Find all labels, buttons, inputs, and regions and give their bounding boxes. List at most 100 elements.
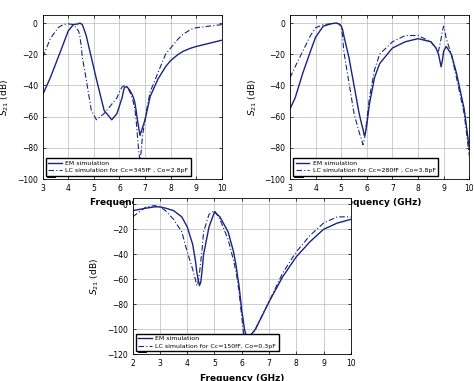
EM simulation [197,283,202,288]
LC simulation for Cc=345fF , Co=2.8pF [219,22,225,27]
LC simulation for Cc=345fF , Co=2.8pF [109,102,115,106]
LC simulation for Cc=280fF , Co=3.8pF [439,29,445,33]
EM simulation [200,267,205,272]
EM simulation [448,52,454,56]
EM simulation [194,270,200,274]
EM simulation [129,93,135,97]
LC simulation for Cc=345fF , Co=2.8pF [133,117,139,122]
LC simulation for Cc=345fF , Co=2.8pF [101,111,107,116]
EM simulation [179,215,184,219]
EM simulation [239,308,245,313]
EM simulation [236,283,242,288]
LC simulation for Cc=280fF , Co=3.8pF [346,80,352,85]
EM simulation [363,130,368,134]
EM simulation [235,275,240,279]
EM simulation [198,280,204,284]
LC simulation for Cc=280fF , Co=3.8pF [300,49,306,53]
LC simulation for Cc=150fF, Co=0.3pF [235,280,240,284]
LC simulation for Cc=345fF , Co=2.8pF [129,96,135,100]
LC simulation for Cc=150fF, Co=0.3pF [144,205,149,209]
EM simulation [184,224,190,229]
EM simulation [240,317,246,322]
EM simulation [89,55,94,60]
LC simulation for Cc=345fF , Co=2.8pF [93,117,99,122]
LC simulation for Cc=345fF , Co=2.8pF [142,117,148,122]
EM simulation [219,38,225,43]
LC simulation for Cc=150fF, Co=0.3pF [152,203,157,208]
LC simulation for Cc=280fF , Co=3.8pF [359,138,365,142]
EM simulation [120,90,126,94]
EM simulation [152,205,157,209]
LC simulation for Cc=150fF, Co=0.3pF [225,237,231,242]
Line: EM simulation: EM simulation [290,23,469,148]
EM simulation [415,36,421,41]
LC simulation for Cc=150fF, Co=0.3pF [171,217,176,222]
EM simulation [340,27,346,32]
Line: EM simulation: EM simulation [133,207,351,339]
EM simulation [93,77,99,82]
LC simulation for Cc=345fF , Co=2.8pF [181,32,186,36]
LC simulation for Cc=150fF, Co=0.3pF [253,327,258,331]
EM simulation [346,55,352,60]
LC simulation for Cc=150fF, Co=0.3pF [334,215,340,219]
EM simulation [293,255,299,259]
LC simulation for Cc=150fF, Co=0.3pF [157,205,163,209]
LC simulation for Cc=150fF, Co=0.3pF [348,215,354,219]
EM simulation [206,41,212,46]
EM simulation [441,49,447,53]
EM simulation [137,133,143,138]
LC simulation for Cc=345fF , Co=2.8pF [206,24,212,29]
LC simulation for Cc=280fF , Co=3.8pF [356,130,362,134]
EM simulation [201,252,206,257]
LC simulation for Cc=280fF , Co=3.8pF [340,33,346,38]
EM simulation [280,275,285,279]
LC simulation for Cc=345fF , Co=2.8pF [80,55,85,60]
EM simulation [242,327,247,331]
EM simulation [454,71,459,75]
EM simulation [101,108,107,113]
LC simulation for Cc=150fF, Co=0.3pF [266,299,272,304]
LC simulation for Cc=280fF , Co=3.8pF [402,33,408,38]
LC simulation for Cc=345fF , Co=2.8pF [127,90,133,94]
LC simulation for Cc=150fF, Co=0.3pF [239,315,245,319]
LC simulation for Cc=150fF, Co=0.3pF [163,208,168,213]
LC simulation for Cc=150fF, Co=0.3pF [245,342,250,347]
EM simulation [377,61,383,66]
EM simulation [114,111,120,116]
LC simulation for Cc=150fF, Co=0.3pF [237,302,243,307]
LC simulation for Cc=280fF , Co=3.8pF [362,138,367,142]
EM simulation [65,29,71,33]
LC simulation for Cc=345fF , Co=2.8pF [122,83,128,88]
EM simulation [438,64,444,69]
EM simulation [245,337,250,342]
LC simulation for Cc=345fF , Co=2.8pF [40,55,46,60]
LC simulation for Cc=345fF , Co=2.8pF [76,29,82,33]
LC simulation for Cc=280fF , Co=3.8pF [364,117,370,122]
EM simulation [337,22,343,27]
LC simulation for Cc=345fF , Co=2.8pF [114,96,120,100]
LC simulation for Cc=345fF , Co=2.8pF [42,49,48,53]
LC simulation for Cc=150fF, Co=0.3pF [236,290,242,294]
LC simulation for Cc=345fF , Co=2.8pF [78,43,84,47]
LC simulation for Cc=150fF, Co=0.3pF [130,215,136,219]
LC simulation for Cc=280fF , Co=3.8pF [341,49,346,53]
LC simulation for Cc=150fF, Co=0.3pF [197,271,202,275]
LC simulation for Cc=345fF , Co=2.8pF [47,36,53,41]
EM simulation [124,85,130,89]
EM simulation [58,49,64,53]
EM simulation [163,206,168,210]
LC simulation for Cc=345fF , Co=2.8pF [163,52,168,56]
LC simulation for Cc=280fF , Co=3.8pF [363,130,368,134]
LC simulation for Cc=150fF, Co=0.3pF [240,327,246,331]
LC simulation for Cc=280fF , Co=3.8pF [437,43,443,47]
EM simulation [132,100,137,105]
EM simulation [336,22,341,26]
EM simulation [40,93,46,97]
EM simulation [131,96,137,100]
LC simulation for Cc=280fF , Co=3.8pF [415,33,421,38]
EM simulation [372,75,377,80]
LC simulation for Cc=150fF, Co=0.3pF [242,337,247,342]
LC simulation for Cc=345fF , Co=2.8pF [138,149,144,153]
EM simulation [351,83,357,88]
EM simulation [287,107,293,111]
